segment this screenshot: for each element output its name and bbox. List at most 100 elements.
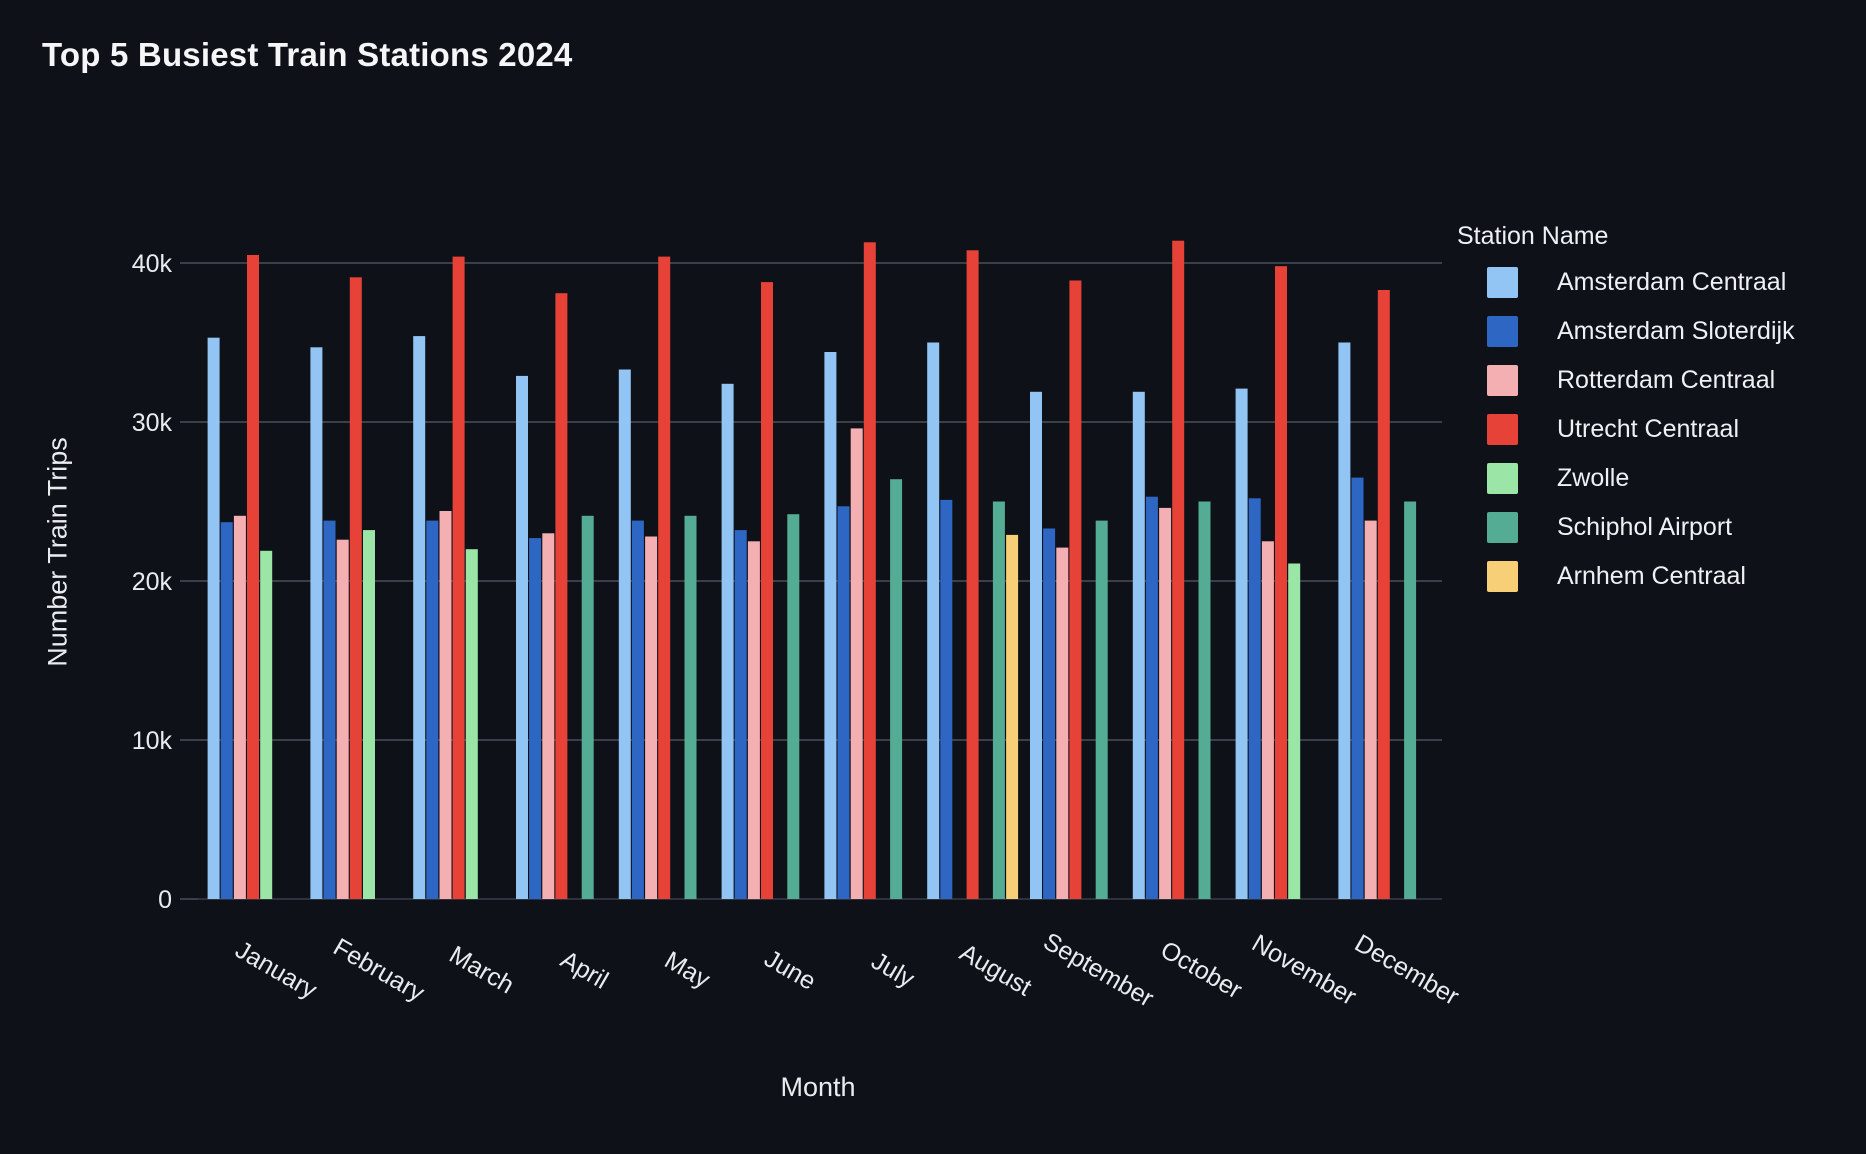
y-tick-label-20k: 20k xyxy=(132,568,173,596)
bar-utrecht-centraal-march xyxy=(452,256,465,900)
bar-utrecht-centraal-february xyxy=(349,277,362,899)
legend-title: Station Name xyxy=(1457,222,1609,250)
bar-amsterdam-centraal-january xyxy=(207,337,220,899)
bar-zwolle-march xyxy=(465,549,478,899)
legend: Station Name Amsterdam Centraal Amsterdam… xyxy=(1457,222,1795,610)
bar-amsterdam-sloterdijk-january xyxy=(220,522,233,899)
bar-amsterdam-sloterdijk-march xyxy=(426,520,439,899)
bar-utrecht-centraal-april xyxy=(555,293,568,899)
bar-schiphol-airport-august xyxy=(992,501,1005,899)
y-tick-label-40k: 40k xyxy=(132,250,173,278)
legend-swatch-icon xyxy=(1487,365,1518,396)
legend-swatch-icon xyxy=(1487,512,1518,543)
x-tick-label-february: February xyxy=(329,933,430,1008)
legend-item-utrecht-centraal[interactable]: Utrecht Centraal xyxy=(1487,414,1795,445)
bar-amsterdam-sloterdijk-october xyxy=(1145,496,1158,899)
bar-amsterdam-sloterdijk-november xyxy=(1248,498,1261,899)
legend-item-amsterdam-centraal[interactable]: Amsterdam Centraal xyxy=(1487,267,1795,298)
bar-amsterdam-sloterdijk-april xyxy=(529,538,542,899)
bar-amsterdam-centraal-october xyxy=(1132,391,1145,899)
bar-schiphol-airport-june xyxy=(787,514,800,899)
bar-amsterdam-centraal-november xyxy=(1235,388,1248,899)
x-tick-label-november: November xyxy=(1247,929,1361,1011)
bar-amsterdam-sloterdijk-may xyxy=(631,520,644,899)
legend-item-label: Amsterdam Sloterdijk xyxy=(1557,317,1795,345)
bar-amsterdam-sloterdijk-june xyxy=(734,530,747,899)
x-tick-label-may: May xyxy=(660,946,715,994)
x-tick-label-october: October xyxy=(1156,936,1247,1005)
x-axis-title: Month xyxy=(780,1072,856,1102)
bar-amsterdam-centraal-may xyxy=(618,369,631,899)
bar-zwolle-january xyxy=(260,550,273,899)
bar-amsterdam-sloterdijk-february xyxy=(323,520,336,899)
bar-utrecht-centraal-may xyxy=(658,256,671,900)
bar-zwolle-november xyxy=(1288,563,1301,899)
bar-schiphol-airport-july xyxy=(890,479,903,899)
x-tick-label-july: July xyxy=(867,947,920,994)
bar-rotterdam-centraal-may xyxy=(645,536,658,899)
bar-utrecht-centraal-july xyxy=(863,242,876,900)
bar-schiphol-airport-october xyxy=(1198,501,1211,899)
y-tick-label-0: 0 xyxy=(158,886,172,914)
bar-schiphol-airport-may xyxy=(684,515,697,899)
legend-items: Amsterdam Centraal Amsterdam Sloterdijk Ro… xyxy=(1457,267,1795,592)
bar-utrecht-centraal-june xyxy=(761,282,773,900)
legend-swatch-icon xyxy=(1487,316,1518,347)
legend-swatch-icon xyxy=(1487,463,1518,494)
bar-schiphol-airport-april xyxy=(581,515,594,899)
legend-item-schiphol-airport[interactable]: Schiphol Airport xyxy=(1487,512,1795,543)
bar-rotterdam-centraal-january xyxy=(233,515,246,899)
bar-utrecht-centraal-october xyxy=(1172,240,1185,899)
bar-rotterdam-centraal-october xyxy=(1159,507,1172,899)
bar-utrecht-centraal-january xyxy=(247,255,259,899)
bar-rotterdam-centraal-september xyxy=(1056,547,1069,899)
bar-amsterdam-centraal-december xyxy=(1338,342,1351,899)
legend-item-label: Arnhem Centraal xyxy=(1557,562,1746,590)
bar-amsterdam-centraal-july xyxy=(824,352,837,899)
bar-utrecht-centraal-december xyxy=(1377,290,1390,899)
bar-rotterdam-centraal-december xyxy=(1364,520,1377,899)
x-tick-label-august: August xyxy=(955,938,1036,1001)
bar-amsterdam-centraal-march xyxy=(413,336,426,900)
legend-item-label: Utrecht Centraal xyxy=(1557,415,1740,443)
bar-amsterdam-sloterdijk-july xyxy=(837,506,850,899)
x-tick-label-january: January xyxy=(231,936,322,1005)
bar-rotterdam-centraal-march xyxy=(439,511,452,899)
bar-amsterdam-sloterdijk-september xyxy=(1043,528,1056,899)
bar-rotterdam-centraal-june xyxy=(747,541,760,900)
x-tick-label-march: March xyxy=(445,941,519,1000)
legend-item-label: Rotterdam Centraal xyxy=(1557,366,1776,394)
legend-item-label: Amsterdam Centraal xyxy=(1557,268,1787,296)
legend-item-rotterdam-centraal[interactable]: Rotterdam Centraal xyxy=(1487,365,1795,396)
bar-arnhem-centraal-august xyxy=(1006,534,1019,899)
bar-amsterdam-centraal-august xyxy=(927,342,940,899)
bar-schiphol-airport-september xyxy=(1095,520,1108,899)
x-tick-label-september: September xyxy=(1038,927,1158,1012)
bar-rotterdam-centraal-november xyxy=(1261,541,1274,900)
bar-amsterdam-sloterdijk-december xyxy=(1351,477,1364,899)
bar-utrecht-centraal-november xyxy=(1275,266,1287,899)
bar-amsterdam-centraal-september xyxy=(1030,391,1042,899)
bar-utrecht-centraal-august xyxy=(966,250,979,900)
bar-amsterdam-centraal-february xyxy=(310,347,323,899)
legend-item-zwolle[interactable]: Zwolle xyxy=(1487,463,1795,494)
y-tick-label-10k: 10k xyxy=(132,727,173,755)
legend-swatch-icon xyxy=(1487,561,1518,592)
bar-schiphol-airport-december xyxy=(1404,501,1417,899)
bar-amsterdam-centraal-june xyxy=(721,383,734,899)
bar-utrecht-centraal-september xyxy=(1069,280,1082,899)
legend-swatch-icon xyxy=(1487,267,1518,298)
x-tick-label-april: April xyxy=(556,945,613,994)
chart-title: Top 5 Busiest Train Stations 2024 xyxy=(42,36,573,73)
bar-rotterdam-centraal-february xyxy=(336,539,349,899)
bar-rotterdam-centraal-july xyxy=(850,428,863,899)
y-tick-label-30k: 30k xyxy=(132,409,173,437)
legend-item-arnhem-centraal[interactable]: Arnhem Centraal xyxy=(1487,561,1795,592)
legend-item-label: Schiphol Airport xyxy=(1557,513,1733,541)
bar-amsterdam-centraal-april xyxy=(516,375,528,899)
legend-item-amsterdam-sloterdijk[interactable]: Amsterdam Sloterdijk xyxy=(1487,316,1795,347)
bar-amsterdam-sloterdijk-august xyxy=(940,499,953,899)
bar-zwolle-february xyxy=(363,530,375,899)
